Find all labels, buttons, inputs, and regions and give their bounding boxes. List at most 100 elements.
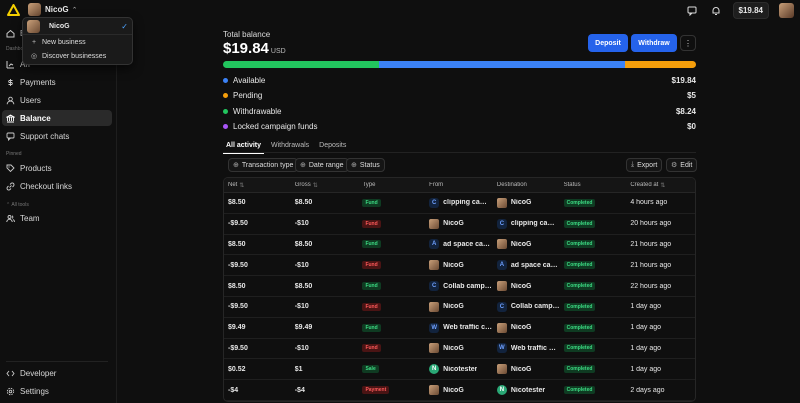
edit-columns-button[interactable]: ⚙ Edit <box>666 158 698 172</box>
sidebar-item-support-chats[interactable]: Support chats <box>2 128 112 144</box>
current-business[interactable]: NicoG ✓ <box>23 18 132 35</box>
deposit-button[interactable]: Deposit <box>588 34 628 52</box>
withdraw-button[interactable]: Withdraw <box>631 34 677 52</box>
column-header[interactable]: Created at ⇅ <box>626 182 695 189</box>
balance-breakdown-bar <box>223 61 696 68</box>
chevron-updown-icon[interactable]: ⌃ <box>71 6 78 14</box>
new-business-item[interactable]: + New business <box>23 35 132 49</box>
user-avatar[interactable] <box>779 3 794 18</box>
column-header[interactable]: Gross ⇅ <box>291 182 359 189</box>
destination-name: Nicotester <box>510 386 546 394</box>
sidebar-item-developer[interactable]: Developer <box>2 365 112 381</box>
bell-icon[interactable] <box>709 4 723 18</box>
sidebar-item-settings[interactable]: Settings <box>2 383 112 399</box>
tab-deposits[interactable]: Deposits <box>319 142 347 149</box>
type-badge: Fund <box>362 240 381 249</box>
status-filter[interactable]: ⊕ Status <box>346 158 385 172</box>
net-cell: -$9.50 <box>228 344 248 352</box>
status-badge: Completed <box>563 302 596 311</box>
from-cell: NicoG <box>425 343 493 354</box>
logo-icon[interactable] <box>6 3 20 17</box>
table-row[interactable]: -$9.50 -$10 Fund NicoG W Web traffic ca..… <box>224 339 695 360</box>
section-all-tools-label: All tools <box>11 202 29 208</box>
table-header: Net ⇅ Gross ⇅ Type From Destination Status Creat… <box>224 178 695 193</box>
sidebar-item-products[interactable]: Products <box>2 160 112 176</box>
type-cell: Payment <box>358 386 425 395</box>
avatar: N <box>429 364 440 375</box>
dollar-icon <box>6 78 15 87</box>
created-at-cell: 22 hours ago <box>630 282 672 290</box>
sidebar-item-label: Payments <box>20 77 56 87</box>
avatar <box>496 197 507 208</box>
sidebar-item-payments[interactable]: Payments <box>2 74 112 90</box>
section-all-tools[interactable]: ⌃ All tools <box>6 202 29 208</box>
legend-label: Pending <box>233 91 263 100</box>
section-dashboard: Dashboa <box>6 46 27 52</box>
type-badge: Fund <box>362 198 381 207</box>
legend-amount: $8.24 <box>675 106 696 116</box>
avatar <box>429 260 440 271</box>
gross-cell: -$10 <box>294 220 309 228</box>
tab-withdrawals[interactable]: Withdrawals <box>271 142 310 149</box>
compass-icon: ◎ <box>30 53 38 60</box>
destination-cell: NicoG <box>493 281 560 292</box>
net-cell: -$9.50 <box>228 220 248 228</box>
sidebar-item-balance[interactable]: Balance <box>2 110 112 126</box>
business-name[interactable]: NicoG <box>45 5 69 14</box>
more-options-button[interactable]: ⋮ <box>680 35 696 51</box>
balance-bar-segment <box>379 61 626 68</box>
destination-name: clipping camp... <box>510 220 560 228</box>
export-button[interactable]: ⤓ Export <box>626 158 663 172</box>
destination-name: Collab campai... <box>510 303 560 311</box>
destination-cell: NicoG <box>493 197 560 208</box>
destination-cell: C Collab campai... <box>493 301 560 312</box>
column-header-label: Created at <box>630 182 659 188</box>
business-avatar[interactable] <box>28 3 41 16</box>
from-cell: NicoG <box>425 385 493 396</box>
avatar <box>429 301 440 312</box>
export-label: Export <box>637 161 658 169</box>
net-cell: $9.49 <box>228 324 246 332</box>
tabs-divider <box>223 152 696 153</box>
transaction-type-filter[interactable]: ⊕ Transaction type <box>228 158 299 172</box>
column-header[interactable]: Type <box>358 182 425 188</box>
date-range-filter[interactable]: ⊕ Date range <box>295 158 349 172</box>
column-header[interactable]: From <box>425 182 493 188</box>
net-cell: -$4 <box>228 386 239 394</box>
column-header[interactable]: Net ⇅ <box>224 182 291 189</box>
status-badge: Completed <box>563 198 596 207</box>
sidebar-item-checkout-links[interactable]: Checkout links <box>2 178 112 194</box>
table-row[interactable]: -$9.50 -$10 Fund NicoG C Collab campai...… <box>224 297 695 318</box>
destination-name: NicoG <box>510 365 532 373</box>
avatar: A <box>496 260 507 271</box>
table-row[interactable]: $8.50 $8.50 Fund C Collab campai... NicoG… <box>224 276 695 297</box>
discover-businesses-item[interactable]: ◎ Discover businesses <box>23 49 132 63</box>
bank-icon <box>6 113 15 123</box>
table-row[interactable]: $9.49 $9.49 Fund W Web traffic ca... Nico… <box>224 318 695 339</box>
balance-bar-segment <box>625 61 696 68</box>
table-row[interactable]: -$4 -$4 Payment NicoG N Nicotester Comple… <box>224 380 695 401</box>
table-row[interactable]: $0.52 $1 Sale N Nicotester NicoG Complete… <box>224 359 695 381</box>
chat-icon[interactable] <box>685 4 699 18</box>
net-cell: $8.50 <box>228 199 246 207</box>
sidebar-item-team[interactable]: Team <box>2 210 112 226</box>
tab-all-activity[interactable]: All activity <box>223 139 265 154</box>
plus-circle-icon: ⊕ <box>300 162 306 169</box>
destination-cell: NicoG <box>493 322 560 333</box>
column-header[interactable]: Destination <box>493 182 560 188</box>
avatar: W <box>429 322 440 333</box>
status-cell: Completed <box>560 282 627 291</box>
balance-pill[interactable]: $19.84 <box>732 2 769 19</box>
section-pinned: Pinned <box>6 151 22 157</box>
from-cell: C Collab campai... <box>425 281 493 292</box>
gross-cell: $8.50 <box>294 240 313 248</box>
created-at-cell: 2 days ago <box>630 386 665 394</box>
status-cell: Completed <box>560 198 627 207</box>
sidebar-item-users[interactable]: Users <box>2 92 112 108</box>
column-header[interactable]: Status <box>560 182 627 188</box>
